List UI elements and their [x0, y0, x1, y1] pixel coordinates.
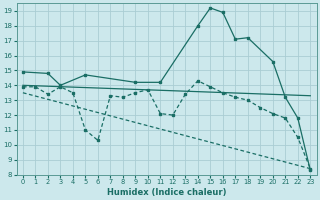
X-axis label: Humidex (Indice chaleur): Humidex (Indice chaleur) [107, 188, 226, 197]
